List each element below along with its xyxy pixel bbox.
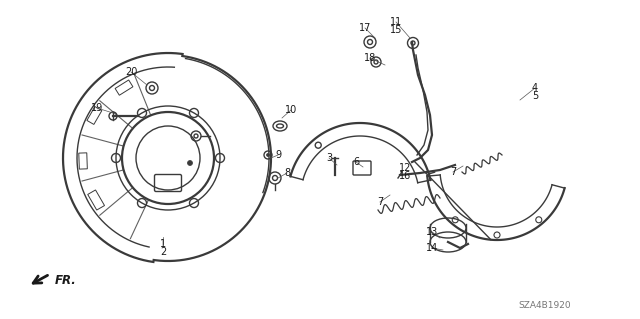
Bar — [79, 153, 87, 169]
Text: 11: 11 — [390, 17, 402, 27]
Text: 9: 9 — [275, 150, 281, 160]
Text: 1: 1 — [160, 239, 166, 249]
Text: 3: 3 — [326, 153, 332, 163]
Text: 14: 14 — [426, 243, 438, 253]
Text: 5: 5 — [532, 91, 538, 101]
Bar — [87, 107, 102, 124]
Text: 18: 18 — [364, 53, 376, 63]
Circle shape — [266, 153, 269, 157]
Text: 8: 8 — [284, 168, 290, 178]
Text: FR.: FR. — [55, 273, 77, 286]
Text: 7: 7 — [377, 197, 383, 207]
Circle shape — [188, 160, 193, 166]
Text: 17: 17 — [359, 23, 371, 33]
Text: 20: 20 — [125, 67, 137, 77]
Bar — [115, 80, 133, 95]
Text: 6: 6 — [353, 157, 359, 167]
Text: 13: 13 — [426, 227, 438, 237]
Text: SZA4B1920: SZA4B1920 — [518, 300, 572, 309]
Text: 12: 12 — [399, 163, 411, 173]
Bar — [88, 190, 104, 210]
Text: 4: 4 — [532, 83, 538, 93]
Text: 16: 16 — [399, 171, 411, 181]
Text: 15: 15 — [390, 25, 402, 35]
Text: 7: 7 — [450, 167, 456, 177]
Text: 10: 10 — [285, 105, 297, 115]
Text: 2: 2 — [160, 247, 166, 257]
Text: 19: 19 — [91, 103, 103, 113]
